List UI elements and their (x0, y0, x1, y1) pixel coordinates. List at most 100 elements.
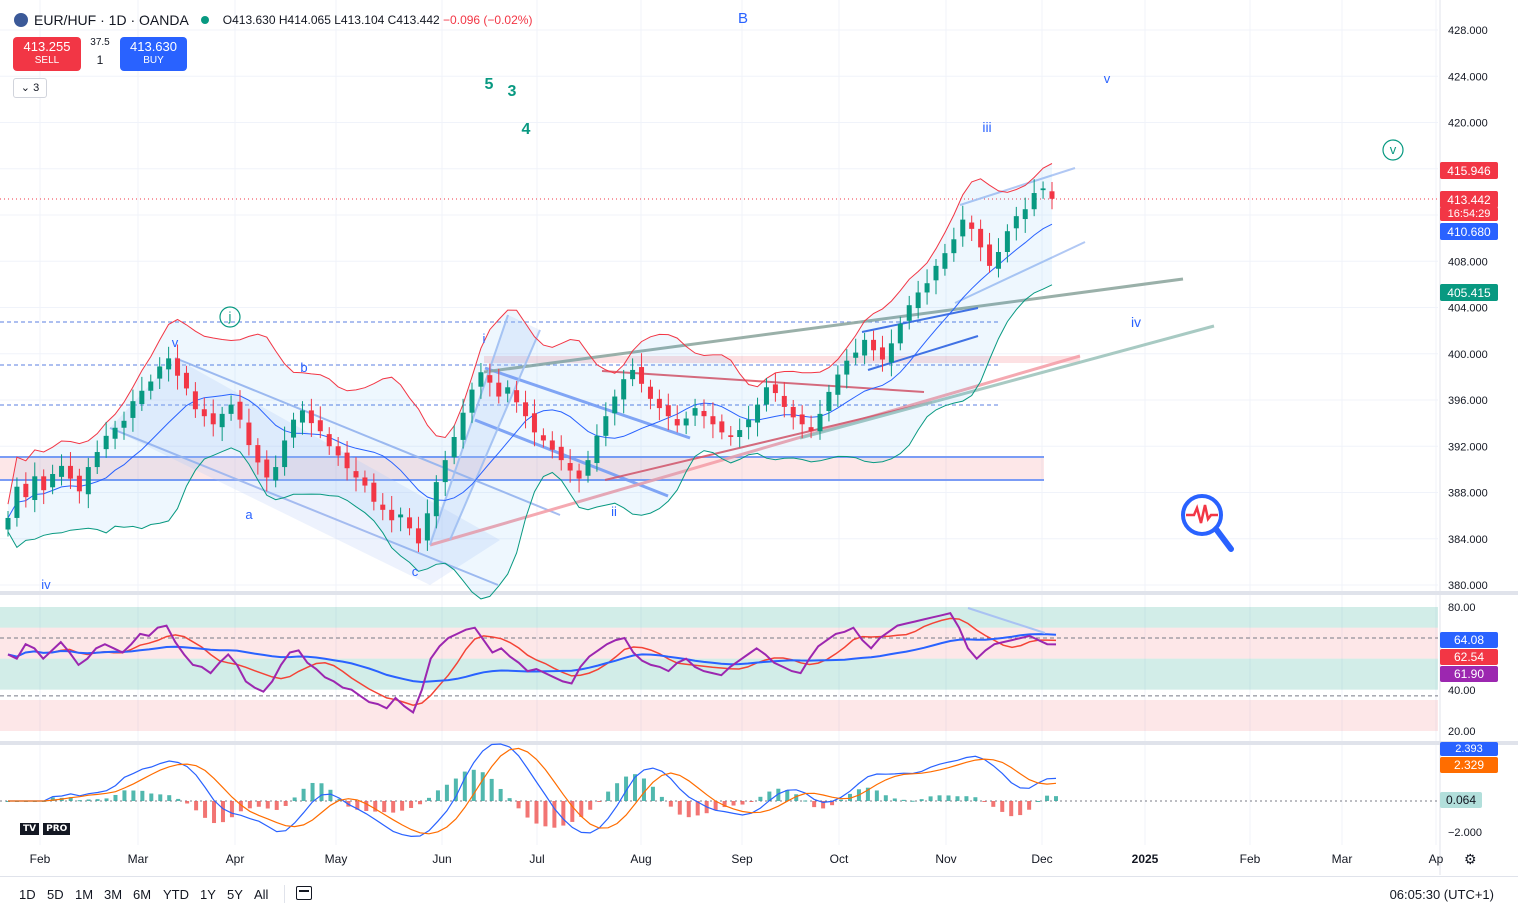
candle-body (540, 435, 546, 441)
rsi-tick: 80.00 (1448, 602, 1476, 614)
macd-histogram-bar (319, 783, 324, 801)
gear-icon[interactable]: ⚙ (1464, 851, 1477, 867)
wave-label: iv (41, 577, 51, 592)
trend-line (449, 329, 541, 541)
candle-body (995, 252, 1001, 269)
macd-histogram-bar (892, 798, 897, 801)
candle-body (317, 420, 323, 432)
candle-body (612, 396, 618, 414)
macd-histogram-bar (847, 793, 852, 801)
macd-histogram-bar (991, 801, 996, 807)
candle-body (433, 482, 439, 517)
rsi-slow-label: 64.08 (1454, 633, 1484, 647)
time-tick: Dec (1031, 852, 1052, 866)
macd-histogram-bar (1054, 796, 1058, 801)
range-5y[interactable]: 5Y (227, 887, 243, 902)
channel-fill (430, 315, 540, 540)
macd-histogram-bar (382, 801, 387, 813)
rsi-signal-label-bg (1440, 649, 1498, 665)
candle-body (763, 387, 769, 405)
candle-body (362, 477, 368, 486)
range-5d[interactable]: 5D (47, 887, 64, 902)
macd-histogram-bar (1018, 801, 1023, 816)
macd-histogram-bar (498, 788, 503, 801)
candle-body (469, 389, 475, 413)
price-tick: 424.000 (1448, 71, 1488, 83)
bollinger-bands (7, 163, 1053, 600)
candle-body (201, 409, 207, 417)
macd-histogram-bar (641, 778, 646, 801)
macd-histogram-bar (812, 801, 817, 808)
bb-lower (7, 284, 1053, 600)
macd-histogram-bar (767, 791, 772, 801)
range-1y[interactable]: 1Y (200, 887, 216, 902)
time-tick: Feb (30, 852, 51, 866)
time-axis[interactable]: Feb Mar Apr May Jun Jul Aug Sep Oct Nov Dec 2025 Feb… (30, 852, 1444, 866)
candle-body (32, 476, 38, 501)
range-ytd[interactable]: YTD (163, 887, 189, 902)
wave-circle (1382, 139, 1404, 161)
candle-body (210, 413, 216, 425)
candle-body (755, 404, 761, 423)
candle-body (844, 360, 850, 375)
sell-button[interactable]: 413.255 SELL (13, 37, 81, 71)
high-price-label: 415.946 (1447, 164, 1491, 178)
range-3m[interactable]: 3M (104, 887, 123, 902)
candle-body (656, 398, 662, 409)
macd-histogram-bar (203, 801, 208, 818)
macd-histogram-bar (418, 801, 423, 805)
timezone-clock[interactable]: 06:05:30 (UTC+1) (1389, 887, 1494, 902)
macd-label: 2.393 (1455, 743, 1483, 755)
candle-body (103, 435, 109, 450)
price-axis[interactable]: 428.000424.000420.000416.000412.000408.0… (1448, 25, 1488, 839)
macd-histogram-bar (982, 801, 987, 802)
wave-label: iv (1131, 314, 1141, 330)
candle-body (728, 435, 734, 437)
wave-label: 4 (522, 121, 531, 138)
range-6m[interactable]: 6M (133, 887, 152, 902)
candle-body (157, 366, 163, 379)
macd-histogram-bar (68, 797, 73, 801)
candle-body (335, 446, 341, 456)
macd-histogram-bar (695, 801, 700, 816)
macd-histogram-bar (364, 801, 369, 811)
time-tick: Sep (731, 852, 753, 866)
wave-label: v (1104, 71, 1111, 86)
time-tick: Oct (830, 852, 849, 866)
candle-body (308, 410, 314, 424)
time-tick: Ap (1429, 852, 1444, 866)
range-1m[interactable]: 1M (75, 887, 94, 902)
histogram-label: 0.064 (1446, 793, 1476, 807)
macd-histogram-bar (668, 801, 673, 807)
last-price-label: 413.442 (1447, 193, 1491, 207)
candle-body (192, 391, 198, 410)
bb-lower-label-bg (1440, 284, 1498, 301)
buy-button[interactable]: 413.630 BUY (120, 37, 187, 71)
change-value: −0.096 (−0.02%) (443, 13, 533, 27)
wave-label: B (738, 10, 748, 27)
range-1d[interactable]: 1D (19, 887, 36, 902)
candle-body (969, 222, 975, 229)
wave-label: iii (982, 119, 991, 135)
symbol-title[interactable]: EUR/HUF · 1D · OANDA (34, 12, 189, 28)
drawing-layer (0, 167, 1438, 586)
range-all[interactable]: All (254, 887, 269, 902)
quantity[interactable]: 1 (96, 53, 104, 67)
macd-histogram-bar (131, 790, 136, 801)
wave-label: v (172, 335, 179, 350)
candle-body (1022, 209, 1028, 220)
trend-line (954, 241, 1086, 304)
indicators-toggle-button[interactable]: ⌄ 3 (13, 78, 47, 98)
rsi-line (7, 612, 1057, 714)
candle-body (371, 482, 377, 502)
magnifier-pulse-icon[interactable] (1180, 493, 1236, 555)
indicator-count: 3 (33, 82, 40, 94)
price-tick: 396.000 (1448, 395, 1488, 407)
macd-histogram-bar (444, 784, 449, 801)
macd-histogram-bar (471, 769, 476, 801)
candle-body (514, 390, 520, 403)
macd-histogram-bar (722, 801, 727, 808)
candle-body (879, 347, 885, 360)
calendar-icon[interactable] (296, 886, 312, 900)
